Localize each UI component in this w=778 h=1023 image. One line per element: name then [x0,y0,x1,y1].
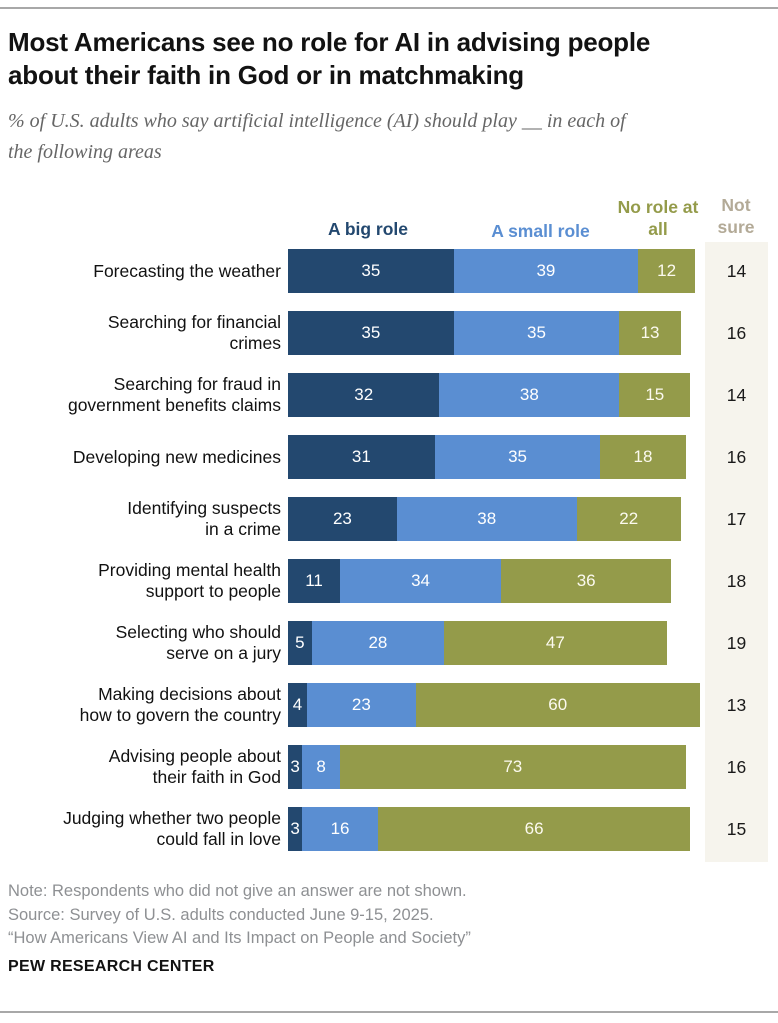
brand-wordmark: PEW RESEARCH CENTER [8,958,215,975]
legend-no-role-label: No role at all [617,197,699,239]
table-row: Forecasting the weather 35 39 12 14 [0,249,778,293]
not-sure-value: 18 [726,570,747,591]
category-label: Searching for fraud in government benefit… [67,374,281,415]
segment-big-role: 23 [288,497,397,541]
segment-small-role: 38 [439,373,620,417]
legend-not-sure-label: Not sure [717,195,755,237]
segment-no-role: 12 [638,249,695,293]
segment-no-role: 47 [444,621,667,665]
stacked-bar: 3 16 66 [288,807,691,851]
category-label: Selecting who should serve on a jury [115,622,281,663]
segment-no-role: 36 [500,559,672,603]
category-label: Forecasting the weather [93,260,281,281]
category-label: Making decisions about how to govern the … [79,684,281,725]
not-sure-value: 13 [726,694,747,715]
stacked-bar: 35 39 12 [288,249,695,293]
segment-small-role: 39 [453,249,639,293]
not-sure-value: 16 [726,322,747,343]
not-sure-value: 17 [726,508,747,529]
segment-small-role: 28 [311,621,445,665]
stacked-bar: 32 38 15 [288,373,691,417]
not-sure-value: 14 [726,384,747,405]
category-label: Searching for financial crimes [107,312,281,353]
not-sure-value: 15 [726,818,747,839]
segment-small-role: 35 [434,435,601,479]
segment-no-role: 18 [600,435,686,479]
segment-small-role: 34 [340,559,501,603]
category-label: Providing mental health support to people [98,560,281,601]
not-sure-value: 14 [726,260,747,281]
category-label: Advising people about their faith in God [108,746,281,787]
segment-small-role: 23 [306,683,416,727]
stacked-bar: 4 23 60 [288,683,700,727]
segment-no-role: 60 [415,683,700,727]
segment-no-role: 73 [340,745,686,789]
segment-big-role: 3 [288,807,303,851]
table-row: Searching for financial crimes 35 35 13 16 [0,311,778,355]
segment-no-role: 15 [619,373,691,417]
segment-small-role: 16 [302,807,378,851]
segment-big-role: 35 [288,311,454,355]
table-row: Making decisions about how to govern the … [0,683,778,727]
footer-citation: “How Americans View AI and Its Impact on… [8,929,471,947]
legend-big-role-label: A big role [327,219,409,239]
segment-no-role: 22 [576,497,681,541]
table-row: Searching for fraud in government benefit… [0,373,778,417]
stacked-bar: 31 35 18 [288,435,686,479]
segment-big-role: 32 [288,373,440,417]
footer-note: Note: Respondents who did not give an an… [8,882,467,900]
legend-small-role-label: A small role [491,221,590,241]
segment-big-role: 11 [288,559,341,603]
chart-subtitle: % of U.S. adults who say artificial inte… [8,106,774,168]
table-row: Identifying suspects in a crime 23 38 22 17 [0,497,778,541]
segment-small-role: 35 [453,311,620,355]
footer-source: Source: Survey of U.S. adults conducted … [8,905,434,924]
stacked-bar: 5 28 47 [288,621,667,665]
category-label: Identifying suspects in a crime [127,498,281,539]
not-sure-value: 16 [726,446,747,467]
segment-big-role: 4 [288,683,307,727]
stacked-bar: 3 8 73 [288,745,686,789]
table-row: Selecting who should serve on a jury 5 28 47… [0,621,778,665]
segment-no-role: 66 [377,807,691,851]
chart-subtitle-line-2: the following areas [8,141,162,163]
not-sure-column-background [705,242,768,862]
not-sure-value: 16 [726,756,747,777]
bottom-rule [0,1011,778,1013]
segment-big-role: 5 [288,621,312,665]
segment-big-role: 31 [288,435,435,479]
category-label: Developing new medicines [72,446,281,467]
chart-title-line-2: about their faith in God or in matchmaki… [8,60,524,90]
chart-subtitle-line-1: % of U.S. adults who say artificial inte… [8,110,626,132]
stacked-bar: 35 35 13 [288,311,681,355]
category-label: Judging whether two people could fall in … [63,808,281,849]
segment-no-role: 13 [619,311,681,355]
table-row: Developing new medicines 31 35 18 16 [0,435,778,479]
chart-footer: Note: Respondents who did not give an an… [8,880,768,951]
top-rule [0,7,778,9]
chart-title-line-1: Most Americans see no role for AI in adv… [8,27,651,57]
table-row: Judging whether two people could fall in … [0,807,778,851]
table-row: Advising people about their faith in God 3… [0,745,778,789]
segment-big-role: 35 [288,249,454,293]
not-sure-value: 19 [726,632,747,653]
chart-title: Most Americans see no role for AI in adv… [8,26,768,92]
table-row: Providing mental health support to people… [0,559,778,603]
stacked-bar: 11 34 36 [288,559,672,603]
stacked-bar: 23 38 22 [288,497,681,541]
segment-small-role: 8 [302,745,341,789]
segment-big-role: 3 [288,745,303,789]
segment-small-role: 38 [396,497,577,541]
